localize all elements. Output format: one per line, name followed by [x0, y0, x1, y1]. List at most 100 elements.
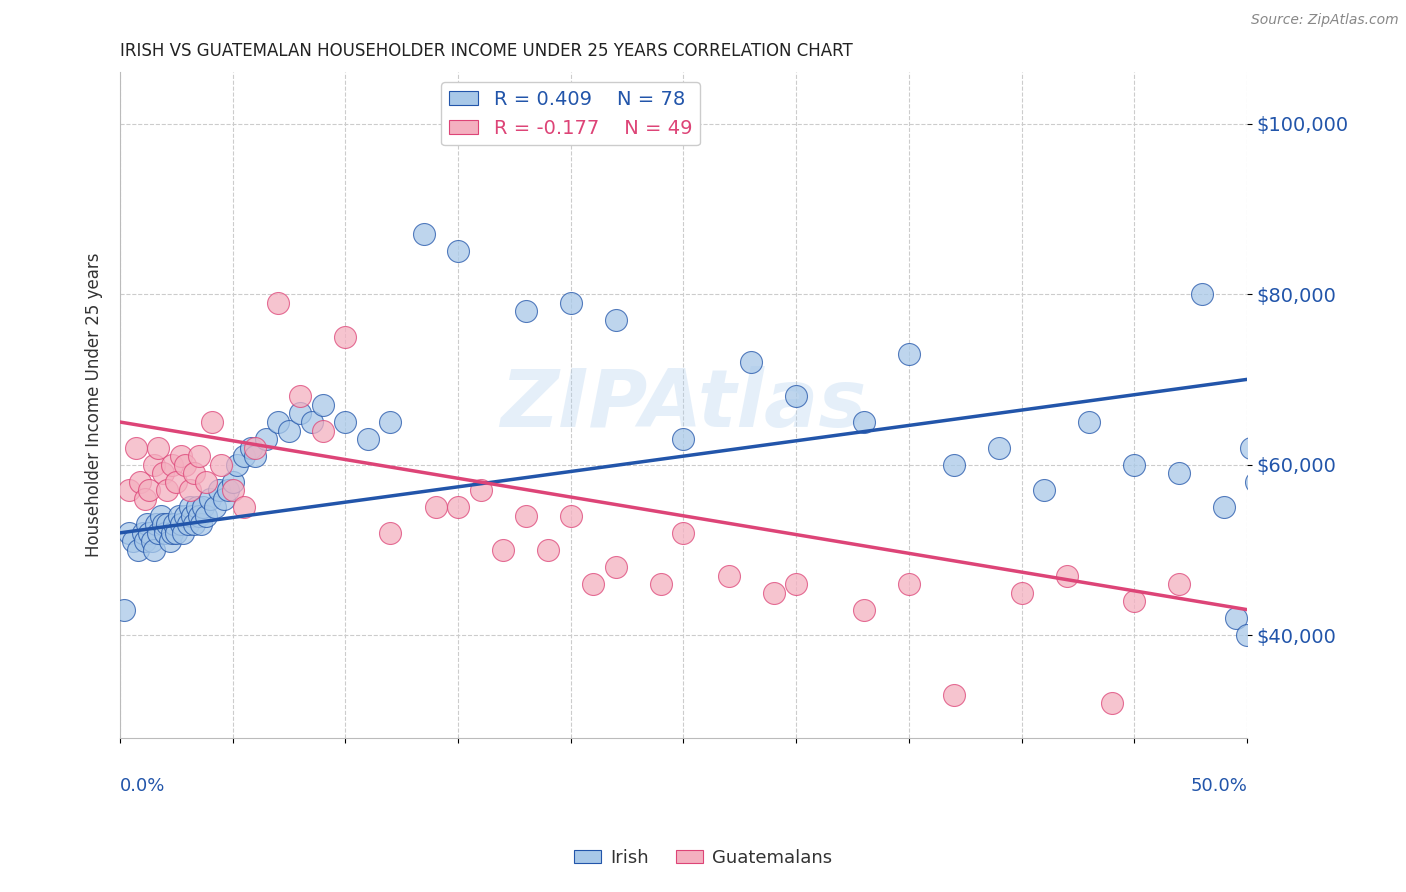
Point [942, 458, 965, 472]
Point [212, 491, 235, 506]
Point [1123, 458, 1146, 472]
Point [897, 347, 920, 361]
Point [138, 483, 160, 498]
Legend: Irish, Guatemalans: Irish, Guatemalans [567, 842, 839, 874]
Point [152, 466, 174, 480]
Point [762, 585, 785, 599]
Point [537, 543, 560, 558]
Point [650, 577, 672, 591]
Point [159, 534, 181, 549]
Point [560, 295, 582, 310]
Point [1225, 611, 1247, 625]
Point [1244, 475, 1267, 489]
Point [156, 517, 179, 532]
Point [118, 483, 141, 498]
Point [447, 244, 470, 259]
Point [170, 449, 193, 463]
Text: ZIPAtlas: ZIPAtlas [501, 366, 866, 444]
Point [187, 508, 209, 523]
Point [190, 517, 212, 532]
Point [1236, 628, 1258, 642]
Point [153, 525, 176, 540]
Point [172, 525, 194, 540]
Text: 50.0%: 50.0% [1189, 778, 1247, 796]
Point [217, 483, 239, 498]
Point [221, 475, 243, 489]
Point [187, 449, 209, 463]
Point [1250, 372, 1272, 386]
Point [470, 483, 492, 498]
Point [515, 304, 537, 318]
Point [232, 500, 254, 515]
Point [181, 508, 204, 523]
Point [208, 483, 231, 498]
Point [193, 500, 215, 515]
Point [1258, 500, 1281, 515]
Point [256, 432, 278, 446]
Point [740, 355, 762, 369]
Point [160, 525, 183, 540]
Point [290, 407, 312, 421]
Point [447, 500, 470, 515]
Point [131, 525, 153, 540]
Point [852, 602, 875, 616]
Point [163, 517, 186, 532]
Point [267, 415, 290, 429]
Point [245, 441, 267, 455]
Point [179, 500, 201, 515]
Point [125, 441, 148, 455]
Point [174, 508, 197, 523]
Point [425, 500, 447, 515]
Text: IRISH VS GUATEMALAN HOUSEHOLDER INCOME UNDER 25 YEARS CORRELATION CHART: IRISH VS GUATEMALAN HOUSEHOLDER INCOME U… [120, 42, 852, 60]
Point [179, 483, 201, 498]
Point [335, 415, 357, 429]
Point [148, 441, 170, 455]
Point [335, 330, 357, 344]
Text: Source: ZipAtlas.com: Source: ZipAtlas.com [1251, 13, 1399, 28]
Point [221, 483, 243, 498]
Point [1033, 483, 1056, 498]
Text: 0.0%: 0.0% [120, 778, 166, 796]
Point [1011, 585, 1033, 599]
Point [148, 525, 170, 540]
Point [239, 441, 262, 455]
Point [194, 508, 217, 523]
Point [492, 543, 515, 558]
Point [1101, 697, 1123, 711]
Point [1191, 287, 1213, 301]
Point [198, 491, 221, 506]
Legend: R = 0.409    N = 78, R = -0.177    N = 49: R = 0.409 N = 78, R = -0.177 N = 49 [441, 82, 700, 145]
Point [1056, 568, 1078, 582]
Y-axis label: Householder Income Under 25 years: Householder Income Under 25 years [86, 252, 103, 558]
Point [232, 449, 254, 463]
Point [156, 483, 179, 498]
Point [582, 577, 605, 591]
Point [152, 517, 174, 532]
Point [201, 415, 224, 429]
Point [672, 432, 695, 446]
Point [145, 517, 167, 532]
Point [114, 602, 136, 616]
Point [301, 415, 323, 429]
Point [138, 525, 160, 540]
Point [1078, 415, 1101, 429]
Point [1168, 577, 1191, 591]
Point [127, 543, 149, 558]
Point [118, 525, 141, 540]
Point [380, 525, 402, 540]
Point [560, 508, 582, 523]
Point [312, 424, 335, 438]
Point [165, 475, 187, 489]
Point [226, 458, 249, 472]
Point [129, 475, 152, 489]
Point [204, 500, 226, 515]
Point [183, 466, 205, 480]
Point [413, 227, 436, 242]
Point [942, 688, 965, 702]
Point [267, 295, 290, 310]
Point [142, 458, 165, 472]
Point [134, 491, 156, 506]
Point [672, 525, 695, 540]
Point [167, 508, 190, 523]
Point [134, 534, 156, 549]
